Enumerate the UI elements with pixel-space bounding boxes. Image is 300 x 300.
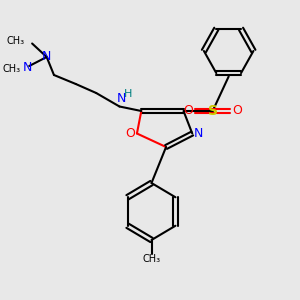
Text: N: N xyxy=(117,92,127,106)
Text: O: O xyxy=(232,104,242,118)
Text: N: N xyxy=(42,50,51,64)
Text: S: S xyxy=(208,104,218,118)
Text: N: N xyxy=(23,61,32,74)
Text: CH₃: CH₃ xyxy=(142,254,160,265)
Text: O: O xyxy=(183,104,193,118)
Text: N: N xyxy=(194,127,203,140)
Text: CH₃: CH₃ xyxy=(7,35,25,46)
Text: H: H xyxy=(123,89,132,100)
Text: CH₃: CH₃ xyxy=(2,64,20,74)
Text: O: O xyxy=(126,127,136,140)
